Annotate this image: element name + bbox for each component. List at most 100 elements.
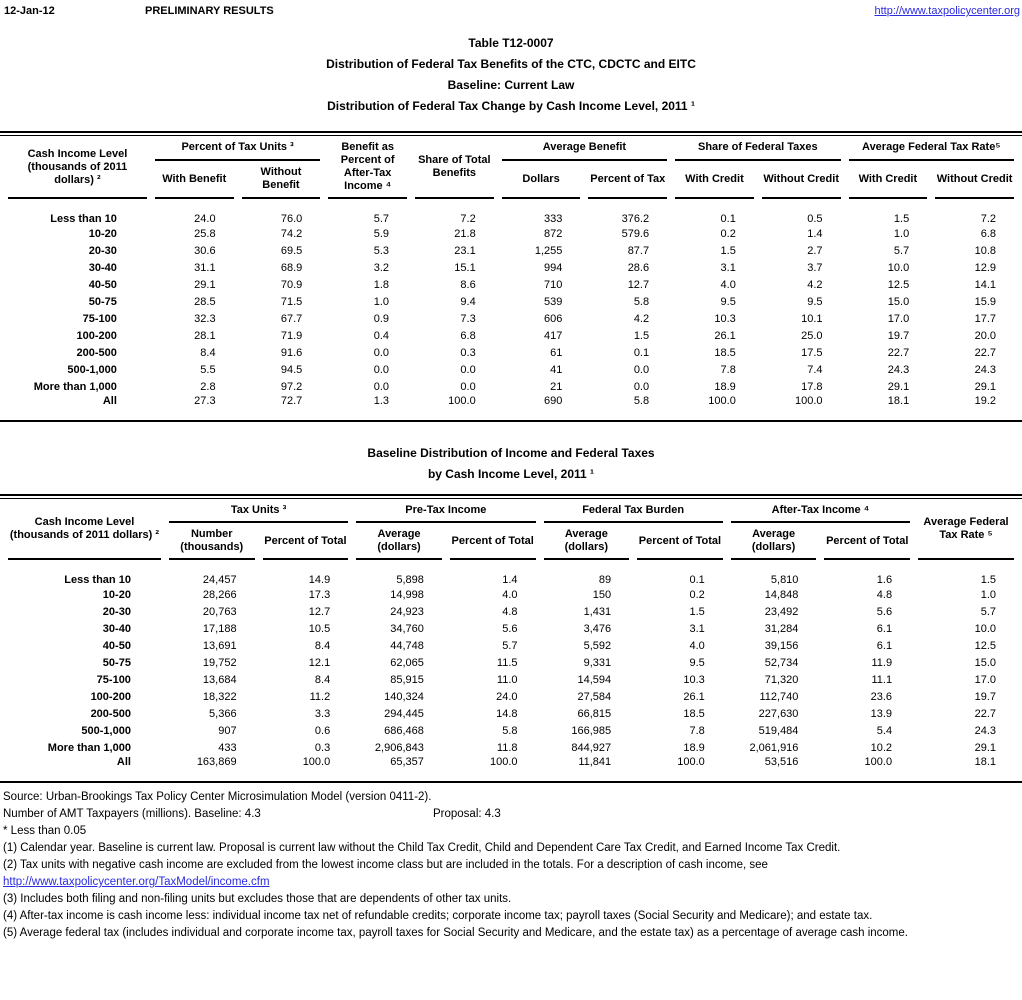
cell-share-taxes-without-credit: 10.1 xyxy=(801,312,823,325)
cell-aftertax-average: 112,740 xyxy=(759,690,799,703)
cell-pretax-percent: 11.8 xyxy=(496,741,518,754)
cell-avg-benefit-pct-tax: 5.8 xyxy=(633,395,650,407)
cell-pretax-percent: 1.4 xyxy=(502,574,518,586)
cell-avg-federal-tax-rate: 5.7 xyxy=(980,605,996,618)
cell-aftertax-average: 14,848 xyxy=(764,588,799,601)
cell-rate-with-credit: 18.1 xyxy=(887,395,910,407)
cell-without-benefit: 91.6 xyxy=(280,346,303,359)
row-label-income-level: 30-40 xyxy=(102,622,131,635)
table2-title-block: Baseline Distribution of Income and Fede… xyxy=(0,443,1022,485)
cell-benefit-pct-ati: 0.4 xyxy=(373,329,389,342)
table1-title-line4: Distribution of Federal Tax Change by Ca… xyxy=(327,99,695,113)
cell-share-taxes-with-credit: 18.9 xyxy=(714,380,736,393)
cell-pretax-percent: 4.8 xyxy=(502,605,518,618)
cell-units-number: 13,684 xyxy=(202,673,237,686)
cell-share-total-benefits: 9.4 xyxy=(460,295,476,308)
cell-without-benefit: 74.2 xyxy=(280,227,303,240)
cell-pretax-percent: 24.0 xyxy=(496,690,518,703)
cell-rate-without-credit: 22.7 xyxy=(974,346,996,359)
cell-share-taxes-without-credit: 17.5 xyxy=(801,346,823,359)
cell-pretax-average: 686,468 xyxy=(384,724,424,737)
cell-share-taxes-with-credit: 7.8 xyxy=(720,363,736,376)
cell-pretax-percent: 5.8 xyxy=(502,724,518,737)
cell-aftertax-percent: 6.1 xyxy=(876,639,893,652)
cell-units-percent: 17.3 xyxy=(308,588,331,601)
column-header-share-of-total-benefits: Share of Total Benefits xyxy=(415,136,494,199)
cell-with-benefit: 8.4 xyxy=(200,346,216,359)
table-row: 500-1,000 5.5 94.5 0.0 0.0 41 0.0 7.8 7.… xyxy=(8,361,1014,378)
cell-share-taxes-with-credit: 26.1 xyxy=(714,329,736,342)
group-header-federal-tax-burden: Federal Tax Burden xyxy=(543,499,723,523)
cell-share-total-benefits: 0.3 xyxy=(460,346,476,359)
cell-rate-without-credit: 14.1 xyxy=(974,278,996,291)
cell-without-benefit: 94.5 xyxy=(280,363,303,376)
row-label-income-level: 500-1,000 xyxy=(81,724,131,737)
cell-aftertax-average: 2,061,916 xyxy=(749,741,799,754)
table-row: All 163,869 100.0 65,357 100.0 11,841 10… xyxy=(8,756,1014,781)
footnote-1: (1) Calendar year. Baseline is current l… xyxy=(3,842,841,854)
table1-bottom-rule xyxy=(0,420,1022,422)
cell-share-taxes-without-credit: 2.7 xyxy=(807,244,823,257)
less-than-note: * Less than 0.05 xyxy=(3,825,87,837)
table-row: 10-20 28,266 17.3 14,998 4.0 150 0.2 14,… xyxy=(8,586,1014,603)
cell-aftertax-percent: 11.9 xyxy=(871,656,893,669)
preliminary-results-label: PRELIMINARY RESULTS xyxy=(145,5,274,17)
cell-pretax-average: 140,324 xyxy=(384,690,424,703)
cell-pretax-average: 5,898 xyxy=(396,574,424,586)
cell-rate-without-credit: 29.1 xyxy=(974,380,996,393)
cell-share-taxes-without-credit: 1.4 xyxy=(807,227,823,240)
subheader-pretax-percent-of-total: Percent of Total xyxy=(449,523,536,560)
cell-burden-average: 166,985 xyxy=(571,724,612,737)
table-row: 10-20 25.8 74.2 5.9 21.8 872 579.6 0.2 1… xyxy=(8,225,1014,242)
group-header-average-benefit: Average Benefit xyxy=(501,136,668,161)
cell-avg-federal-tax-rate: 24.3 xyxy=(974,724,996,737)
cell-avg-federal-tax-rate: 1.5 xyxy=(980,574,996,586)
cell-without-benefit: 76.0 xyxy=(280,213,303,225)
row-label-income-level: All xyxy=(116,756,131,768)
amt-taxpayers-note: Number of AMT Taxpayers (millions). Base… xyxy=(3,806,1022,823)
row-label-income-level: 10-20 xyxy=(88,227,117,240)
baseline-distribution-table: Cash Income Level (thousands of 2011 dol… xyxy=(0,499,1022,781)
table2-title-line2: by Cash Income Level, 2011 ¹ xyxy=(427,467,595,481)
cell-units-number: 13,691 xyxy=(202,639,237,652)
cell-rate-without-credit: 6.8 xyxy=(980,227,996,240)
cell-aftertax-average: 53,516 xyxy=(764,756,799,768)
cell-avg-federal-tax-rate: 12.5 xyxy=(974,639,996,652)
cell-avg-benefit-dollars: 41 xyxy=(550,363,563,376)
cell-benefit-pct-ati: 1.0 xyxy=(373,295,389,308)
cell-avg-benefit-dollars: 994 xyxy=(544,261,563,274)
cell-pretax-percent: 5.6 xyxy=(502,622,518,635)
cell-aftertax-percent: 13.9 xyxy=(870,707,893,720)
cell-rate-with-credit: 12.5 xyxy=(887,278,910,291)
cell-pretax-average: 2,906,843 xyxy=(374,741,424,754)
income-definition-link[interactable]: http://www.taxpolicycenter.org/TaxModel/… xyxy=(3,876,270,888)
footnotes: Source: Urban-Brookings Tax Policy Cente… xyxy=(0,789,1022,942)
cell-aftertax-percent: 100.0 xyxy=(864,756,893,768)
group-header-average-federal-tax-rate: Average Federal Tax Rate⁵ xyxy=(848,136,1014,161)
subheader-percent-of-tax: Percent of Tax xyxy=(588,161,668,199)
cell-aftertax-average: 227,630 xyxy=(758,707,799,720)
row-label-income-level: 75-100 xyxy=(96,673,131,686)
cell-rate-without-credit: 10.8 xyxy=(974,244,996,257)
cell-avg-benefit-pct-tax: 0.0 xyxy=(633,380,650,393)
cell-burden-average: 89 xyxy=(598,574,612,586)
cell-aftertax-percent: 11.1 xyxy=(871,673,893,686)
cell-pretax-percent: 11.0 xyxy=(496,673,518,686)
table2-top-rule xyxy=(0,494,1022,499)
table-row: All 27.3 72.7 1.3 100.0 690 5.8 100.0 10… xyxy=(8,395,1014,420)
table-row: 75-100 32.3 67.7 0.9 7.3 606 4.2 10.3 10… xyxy=(8,310,1014,327)
cell-aftertax-percent: 23.6 xyxy=(870,690,893,703)
table1-title-line3: Baseline: Current Law xyxy=(447,78,575,92)
cell-units-percent: 3.3 xyxy=(314,707,331,720)
cell-rate-with-credit: 17.0 xyxy=(887,312,910,325)
table-row: 200-500 5,366 3.3 294,445 14.8 66,815 18… xyxy=(8,705,1014,722)
taxpolicycenter-link[interactable]: http://www.taxpolicycenter.org xyxy=(874,5,1020,17)
cell-share-taxes-without-credit: 3.7 xyxy=(807,261,823,274)
cell-avg-benefit-pct-tax: 579.6 xyxy=(621,227,650,240)
row-label-income-level: 50-75 xyxy=(102,656,131,669)
cell-pretax-average: 65,357 xyxy=(390,756,424,768)
cell-aftertax-percent: 10.2 xyxy=(870,741,893,754)
cell-rate-without-credit: 7.2 xyxy=(980,213,996,225)
cell-burden-average: 14,594 xyxy=(577,673,612,686)
